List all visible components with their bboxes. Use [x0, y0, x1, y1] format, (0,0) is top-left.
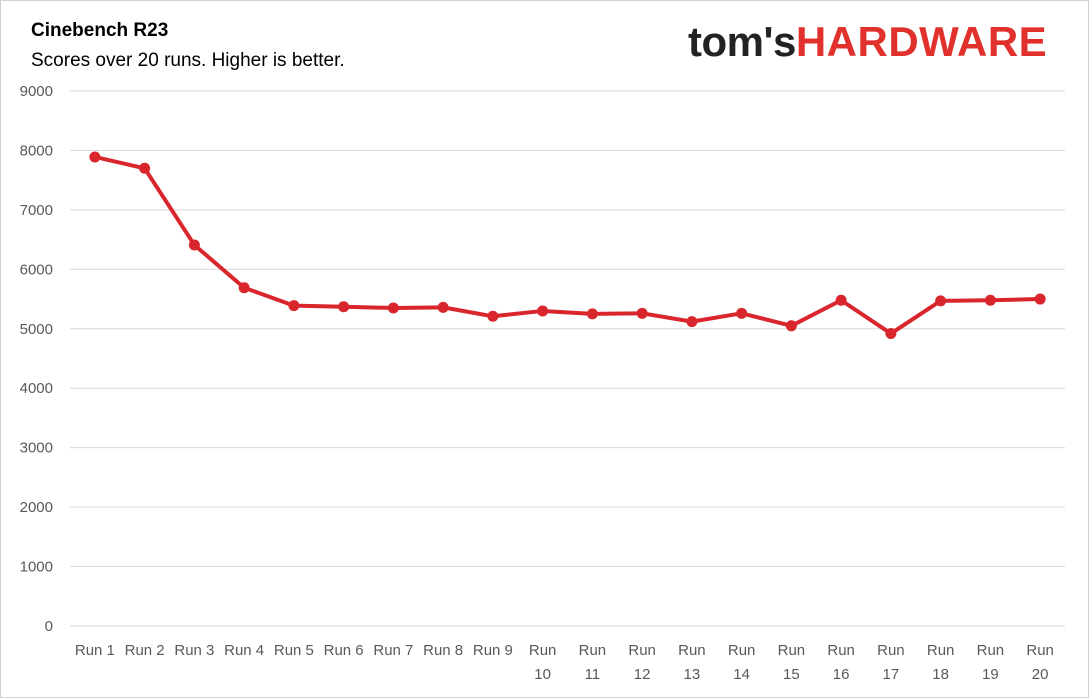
x-tick-label: Run 8 [423, 642, 463, 659]
data-point [636, 307, 648, 319]
x-tick-label-line: 14 [733, 666, 750, 683]
x-tick-label-line: Run 7 [373, 642, 413, 659]
x-tick-label-line: Run [827, 642, 855, 659]
data-point [139, 162, 151, 174]
data-point [1034, 293, 1046, 305]
x-tick-label: Run 1 [75, 642, 115, 659]
data-point [984, 294, 996, 306]
x-tick-label-line: Run 1 [75, 642, 115, 659]
x-tick-label-line: 18 [932, 666, 949, 683]
y-tick-label: 0 [45, 618, 53, 635]
data-point [835, 294, 847, 306]
x-tick-label: Run 18 [927, 642, 955, 683]
y-tick-label: 1000 [20, 559, 53, 576]
data-point [537, 305, 549, 317]
series-polyline [92, 154, 1043, 336]
x-tick-label: Run 15 [778, 642, 806, 683]
x-tick-label: Run 6 [324, 642, 364, 659]
data-point [885, 328, 897, 340]
x-tick-label-line: Run [579, 642, 607, 659]
data-point [686, 316, 698, 328]
data-point [238, 282, 250, 294]
x-tick-label-line: Run [977, 642, 1005, 659]
data-point [736, 307, 748, 319]
data-point [89, 151, 101, 163]
x-tick-label-line: 12 [634, 666, 651, 683]
x-tick-label: Run 5 [274, 642, 314, 659]
x-tick-label-line: Run [1026, 642, 1054, 659]
x-tick-label: Run 13 [678, 642, 706, 683]
x-tick-label: Run 2 [125, 642, 165, 659]
x-tick-label-line: Run [678, 642, 706, 659]
series-line [89, 151, 1046, 340]
y-tick-label: 6000 [20, 261, 53, 278]
x-tick-label: Run 20 [1026, 642, 1054, 683]
x-tick-label-line: Run 6 [324, 642, 364, 659]
x-tick-label-line: Run [877, 642, 905, 659]
x-tick-label-line: Run 3 [174, 642, 214, 659]
gridlines [70, 90, 1065, 627]
x-tick-label-line: Run [628, 642, 656, 659]
y-tick-label: 7000 [20, 202, 53, 219]
x-tick-label-line: Run [927, 642, 955, 659]
data-point [586, 308, 598, 320]
x-tick-label-line: Run 9 [473, 642, 513, 659]
x-axis: Run 1 Run 2 Run 3 Run 4 Run 5 Run 6 Run 7 Run 8… [75, 642, 1054, 683]
data-point [188, 239, 200, 251]
x-tick-label: Run 7 [373, 642, 413, 659]
y-tick-label: 9000 [20, 83, 53, 100]
y-axis: 0 1000 2000 3000 4000 5000 6000 7000 8000 9000 [20, 83, 53, 635]
x-tick-label: Run 16 [827, 642, 855, 683]
x-tick-label: Run 3 [174, 642, 214, 659]
x-tick-label: Run 12 [628, 642, 656, 683]
chart-title: Cinebench R23 [31, 20, 169, 41]
data-point [338, 301, 350, 313]
x-tick-label-line: 15 [783, 666, 800, 683]
x-tick-label: Run 17 [877, 642, 905, 683]
x-tick-label-line: 10 [534, 666, 551, 683]
x-tick-label-line: 20 [1032, 666, 1049, 683]
x-tick-label: Run 9 [473, 642, 513, 659]
x-tick-label: Run 10 [529, 642, 557, 683]
y-tick-label: 2000 [20, 499, 53, 516]
logo-text-toms: tom's [688, 18, 796, 65]
data-point [487, 310, 499, 322]
y-tick-label: 4000 [20, 380, 53, 397]
data-point [387, 302, 399, 314]
x-tick-label-line: Run 2 [125, 642, 165, 659]
x-tick-label-line: Run 5 [274, 642, 314, 659]
data-point [437, 301, 449, 313]
x-tick-label: Run 4 [224, 642, 264, 659]
x-tick-label-line: 16 [833, 666, 850, 683]
data-point [288, 300, 300, 312]
x-tick-label: Run 19 [977, 642, 1005, 683]
y-tick-label: 8000 [20, 142, 53, 159]
toms-hardware-logo: tom'sHARDWARE [688, 16, 1047, 68]
x-tick-label-line: Run [529, 642, 557, 659]
x-tick-label-line: Run 8 [423, 642, 463, 659]
x-tick-label-line: 13 [684, 666, 701, 683]
x-tick-label: Run 11 [579, 642, 607, 683]
x-tick-label: Run 14 [728, 642, 756, 683]
y-tick-label: 5000 [20, 321, 53, 338]
data-point [935, 295, 947, 307]
y-tick-label: 3000 [20, 440, 53, 457]
x-tick-label-line: Run 4 [224, 642, 264, 659]
x-tick-label-line: 11 [585, 666, 601, 683]
logo-text-hardware: HARDWARE [795, 18, 1048, 65]
data-point [785, 320, 797, 332]
x-tick-label-line: 17 [883, 666, 900, 683]
x-tick-label-line: Run [728, 642, 756, 659]
chart-subtitle: Scores over 20 runs. Higher is better. [31, 50, 345, 71]
x-tick-label-line: Run [778, 642, 806, 659]
x-tick-label-line: 19 [982, 666, 999, 683]
